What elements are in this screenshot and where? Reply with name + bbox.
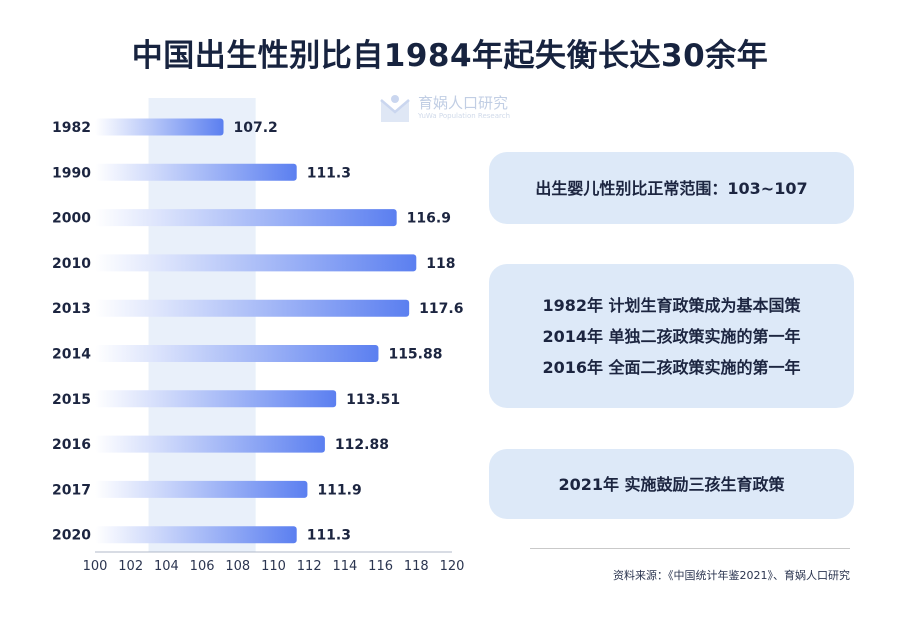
x-tick-label: 102 [118, 559, 143, 574]
source-note: 资料来源：《中国统计年鉴2021》、育娲人口研究 [613, 569, 850, 582]
info-line: 2021年 实施鼓励三孩生育政策 [558, 474, 785, 494]
bar-2017 [95, 480, 308, 498]
value-label: 118 [426, 256, 455, 272]
info-line: 出生婴儿性别比正常范围：103~107 [535, 178, 808, 198]
bar-2020 [95, 526, 297, 544]
category-label: 2017 [52, 482, 91, 498]
value-label: 116.9 [407, 211, 451, 227]
category-label: 1982 [52, 120, 91, 136]
x-tick-label: 120 [440, 559, 465, 574]
value-label: 112.88 [335, 437, 389, 453]
bar-2014 [95, 345, 379, 362]
bar-2013 [95, 299, 410, 317]
watermark-name: 育娲人口研究 [418, 94, 509, 112]
category-label: 2010 [52, 256, 91, 272]
value-label: 115.88 [388, 347, 442, 363]
value-label: 111.3 [307, 165, 351, 181]
category-label: 1990 [52, 165, 91, 181]
value-label: 111.3 [307, 528, 351, 544]
info-line: 1982年 计划生育政策成为基本国策 [542, 295, 801, 315]
watermark: 育娲人口研究 YuWa Population Research [378, 92, 510, 130]
x-tick-label: 106 [190, 559, 215, 574]
category-label: 2016 [52, 437, 91, 453]
x-tick-label: 118 [404, 559, 429, 574]
info-box-normal-range: 出生婴儿性别比正常范围：103~107 [489, 152, 854, 224]
info-line: 2016年 全面二孩政策实施的第一年 [542, 357, 801, 377]
bar-1982 [95, 118, 224, 136]
x-tick-label: 112 [297, 559, 322, 574]
info-box-policy-timeline: 1982年 计划生育政策成为基本国策 2014年 单独二孩政策实施的第一年 20… [489, 264, 854, 408]
value-label: 107.2 [234, 120, 278, 136]
bar-2015 [95, 390, 337, 408]
value-label: 113.51 [346, 392, 400, 408]
bar-2010 [95, 254, 417, 272]
brand-logo-icon [380, 95, 410, 122]
chart-title: 中国出生性别比自1984年起失衡长达30余年 [131, 38, 769, 74]
info-line: 2014年 单独二孩政策实施的第一年 [542, 326, 801, 346]
bar-1990 [95, 163, 297, 181]
bar-2016 [95, 435, 325, 453]
value-label: 111.9 [317, 482, 361, 498]
source-divider [530, 548, 850, 549]
category-label: 2013 [52, 301, 91, 317]
x-tick-label: 100 [83, 559, 108, 574]
x-tick-label: 110 [261, 559, 286, 574]
watermark-subtitle: YuWa Population Research [418, 112, 511, 120]
x-tick-label: 108 [225, 559, 250, 574]
category-label: 2014 [52, 347, 91, 363]
category-label: 2020 [52, 528, 91, 544]
bar-2000 [95, 209, 397, 227]
category-label: 2015 [52, 392, 91, 408]
x-tick-label: 114 [332, 559, 357, 574]
category-label: 2000 [52, 211, 91, 227]
info-box-three-child-policy: 2021年 实施鼓励三孩生育政策 [489, 449, 854, 519]
value-label: 117.6 [419, 301, 463, 317]
x-tick-label: 116 [368, 559, 393, 574]
x-tick-label: 104 [154, 559, 179, 574]
